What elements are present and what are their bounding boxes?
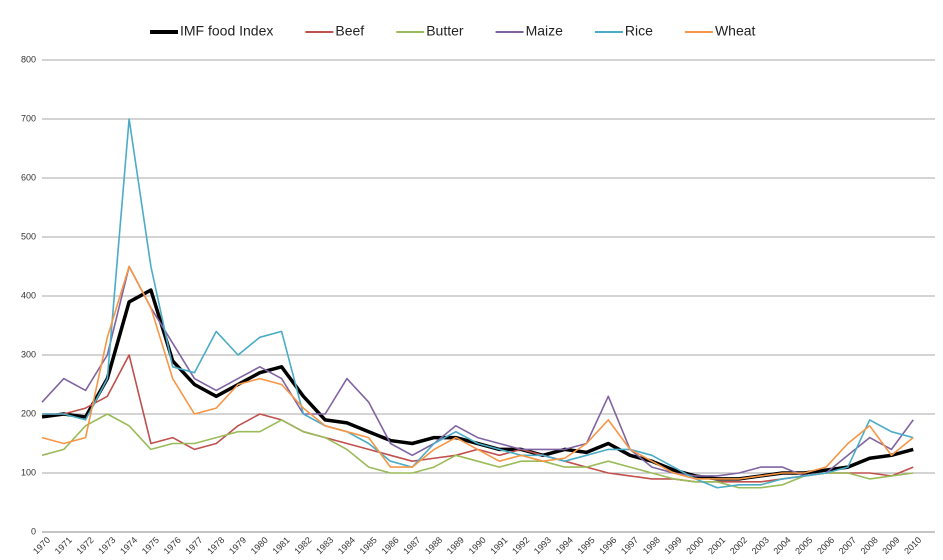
legend-label: Maize xyxy=(526,23,564,39)
y-tick-label: 100 xyxy=(21,467,36,477)
x-tick-label: 1989 xyxy=(445,535,466,556)
x-tick-label: 1997 xyxy=(619,535,640,556)
x-tick-label: 2002 xyxy=(728,535,749,556)
series-line xyxy=(41,265,914,480)
legend-label: Butter xyxy=(426,23,464,39)
x-tick-label: 1973 xyxy=(96,535,117,556)
series-line xyxy=(41,288,914,481)
x-tick-label: 2004 xyxy=(771,535,792,556)
x-tick-label: 1994 xyxy=(554,535,575,556)
x-tick-label: 1991 xyxy=(488,535,509,556)
x-tick-label: 2001 xyxy=(706,535,727,556)
x-tick-label: 1999 xyxy=(663,535,684,556)
series-line xyxy=(42,354,914,483)
legend-label: Wheat xyxy=(715,23,756,39)
x-tick-label: 1998 xyxy=(641,535,662,556)
x-tick-label: 1992 xyxy=(510,535,531,556)
y-tick-label: 600 xyxy=(21,172,36,182)
legend-label: Rice xyxy=(625,23,653,39)
x-tick-label: 1984 xyxy=(336,535,357,556)
x-tick-label: 2007 xyxy=(837,535,858,556)
x-tick-label: 1990 xyxy=(467,535,488,556)
x-tick-label: 1981 xyxy=(271,535,292,556)
x-tick-label: 1982 xyxy=(292,535,313,556)
y-tick-label: 800 xyxy=(21,54,36,64)
x-tick-label: 2008 xyxy=(859,535,880,556)
y-tick-label: 500 xyxy=(21,231,36,241)
x-tick-label: 1972 xyxy=(75,535,96,556)
y-tick-label: 200 xyxy=(21,408,36,418)
x-tick-label: 1974 xyxy=(118,535,139,556)
x-tick-label: 1987 xyxy=(401,535,422,556)
legend-label: IMF food Index xyxy=(180,23,273,39)
x-tick-label: 1985 xyxy=(358,535,379,556)
x-tick-label: 1978 xyxy=(205,535,226,556)
x-tick-label: 1983 xyxy=(314,535,335,556)
x-tick-label: 1971 xyxy=(53,535,74,556)
y-tick-label: 700 xyxy=(21,113,36,123)
x-tick-label: 1979 xyxy=(227,535,248,556)
x-tick-label: 2010 xyxy=(902,535,923,556)
series-line xyxy=(41,413,914,489)
x-tick-label: 1986 xyxy=(379,535,400,556)
x-tick-label: 1976 xyxy=(162,535,183,556)
x-tick-label: 2006 xyxy=(815,535,836,556)
x-tick-label: 1977 xyxy=(183,535,204,556)
y-tick-label: 0 xyxy=(31,526,36,536)
x-tick-label: 1988 xyxy=(423,535,444,556)
x-tick-label: 1995 xyxy=(575,535,596,556)
series-line xyxy=(41,265,914,477)
y-tick-label: 400 xyxy=(21,290,36,300)
x-tick-label: 1975 xyxy=(140,535,161,556)
x-tick-label: 2000 xyxy=(684,535,705,556)
x-tick-label: 1980 xyxy=(249,535,270,556)
series-line xyxy=(42,118,914,489)
x-tick-label: 1970 xyxy=(31,535,52,556)
x-tick-label: 1993 xyxy=(532,535,553,556)
x-tick-label: 2003 xyxy=(750,535,771,556)
x-tick-label: 1996 xyxy=(597,535,618,556)
legend-label: Beef xyxy=(335,23,364,39)
x-tick-label: 2005 xyxy=(793,535,814,556)
y-tick-label: 300 xyxy=(21,349,36,359)
x-tick-label: 2009 xyxy=(880,535,901,556)
